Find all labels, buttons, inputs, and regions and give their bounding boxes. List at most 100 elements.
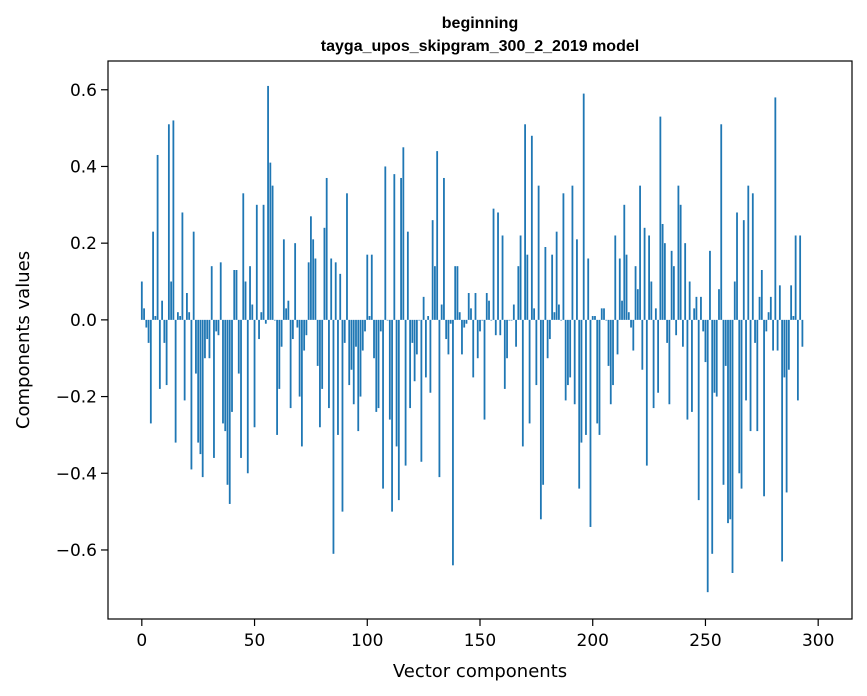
bar-25 bbox=[197, 319, 200, 443]
bar-59 bbox=[273, 319, 276, 321]
bar-23 bbox=[192, 231, 195, 320]
bar-103 bbox=[373, 319, 375, 359]
plot-frame bbox=[107, 60, 853, 620]
bar-184 bbox=[555, 231, 558, 320]
bar-96 bbox=[357, 319, 360, 432]
bar-222 bbox=[641, 319, 644, 370]
bar-124 bbox=[420, 319, 423, 462]
bar-80 bbox=[321, 319, 324, 389]
bar-205 bbox=[603, 308, 605, 320]
bar-288 bbox=[790, 285, 793, 320]
bar-267 bbox=[742, 220, 745, 320]
bar-39 bbox=[228, 319, 231, 504]
bar-290 bbox=[794, 235, 797, 320]
bar-169 bbox=[521, 319, 524, 447]
bar-195 bbox=[580, 319, 583, 443]
bar-118 bbox=[406, 231, 409, 320]
bar-284 bbox=[781, 319, 784, 562]
bar-213 bbox=[621, 300, 623, 320]
bar-236 bbox=[672, 266, 675, 320]
bar-264 bbox=[736, 212, 738, 320]
bar-48 bbox=[249, 266, 251, 320]
bar-239 bbox=[679, 204, 682, 320]
bar-87 bbox=[337, 319, 339, 435]
bar-203 bbox=[598, 319, 601, 435]
bar-181 bbox=[548, 319, 551, 340]
bar-255 bbox=[715, 319, 718, 397]
bar-78 bbox=[316, 319, 319, 366]
bar-70 bbox=[298, 319, 301, 397]
bar-282 bbox=[776, 319, 779, 351]
bar-241 bbox=[684, 243, 687, 320]
bar-199 bbox=[589, 319, 592, 527]
bar-177 bbox=[539, 319, 542, 520]
bar-64 bbox=[285, 308, 288, 320]
bar-210 bbox=[614, 235, 617, 320]
bar-221 bbox=[639, 185, 641, 320]
x-tick-label: 250 bbox=[689, 631, 721, 651]
x-tick-label: 300 bbox=[802, 631, 834, 651]
bar-237 bbox=[675, 319, 678, 336]
bar-151 bbox=[481, 319, 484, 321]
bar-76 bbox=[312, 239, 315, 320]
bar-73 bbox=[305, 319, 308, 336]
bar-249 bbox=[702, 319, 705, 332]
bar-147 bbox=[472, 319, 475, 378]
bar-142 bbox=[461, 319, 463, 355]
bar-157 bbox=[494, 319, 497, 336]
bar-4 bbox=[149, 319, 152, 424]
bar-171 bbox=[526, 254, 529, 320]
bar-182 bbox=[551, 254, 554, 320]
bar-90 bbox=[343, 319, 346, 343]
bar-20 bbox=[186, 293, 188, 320]
bar-138 bbox=[452, 319, 454, 566]
bar-71 bbox=[300, 319, 303, 447]
bar-113 bbox=[395, 319, 398, 447]
bar-211 bbox=[616, 319, 619, 355]
bar-65 bbox=[287, 300, 290, 320]
bar-263 bbox=[733, 281, 736, 320]
x-tick-label: 200 bbox=[577, 631, 609, 651]
bar-133 bbox=[440, 304, 443, 320]
bar-102 bbox=[370, 254, 373, 320]
bar-50 bbox=[253, 319, 256, 428]
bar-52 bbox=[258, 319, 260, 340]
bar-233 bbox=[666, 319, 669, 343]
bar-154 bbox=[488, 300, 490, 320]
bar-21 bbox=[188, 312, 191, 320]
bar-143 bbox=[463, 319, 466, 328]
bar-15 bbox=[174, 319, 177, 443]
bar-256 bbox=[718, 289, 720, 320]
x-tick-label: 50 bbox=[244, 631, 266, 651]
bar-30 bbox=[208, 319, 211, 359]
bar-189 bbox=[567, 319, 569, 386]
bar-6 bbox=[154, 316, 157, 320]
bar-217 bbox=[630, 319, 632, 328]
bar-145 bbox=[467, 293, 470, 320]
bar-116 bbox=[402, 147, 405, 320]
bar-226 bbox=[650, 281, 653, 320]
bar-31 bbox=[210, 266, 213, 320]
bar-8 bbox=[158, 319, 161, 389]
bar-62 bbox=[280, 319, 283, 347]
bar-223 bbox=[643, 227, 646, 320]
bar-259 bbox=[724, 319, 727, 366]
bar-97 bbox=[359, 319, 362, 397]
bar-191 bbox=[571, 185, 574, 320]
bar-84 bbox=[330, 258, 333, 320]
bar-72 bbox=[303, 319, 306, 351]
bar-291 bbox=[796, 319, 799, 401]
bar-123 bbox=[418, 319, 421, 321]
bar-153 bbox=[485, 293, 488, 320]
bar-136 bbox=[447, 319, 450, 355]
bar-108 bbox=[384, 166, 387, 320]
bar-247 bbox=[697, 319, 700, 501]
y-axis: −0.6 −0.4 −0.2 0.0 0.2 0.4 0.6 bbox=[56, 81, 108, 561]
bar-95 bbox=[355, 319, 357, 347]
bar-240 bbox=[682, 319, 684, 347]
bar-34 bbox=[217, 319, 220, 336]
bar-12 bbox=[167, 124, 170, 320]
bar-13 bbox=[170, 281, 173, 320]
bar-41 bbox=[233, 270, 236, 320]
bar-220 bbox=[636, 289, 639, 320]
